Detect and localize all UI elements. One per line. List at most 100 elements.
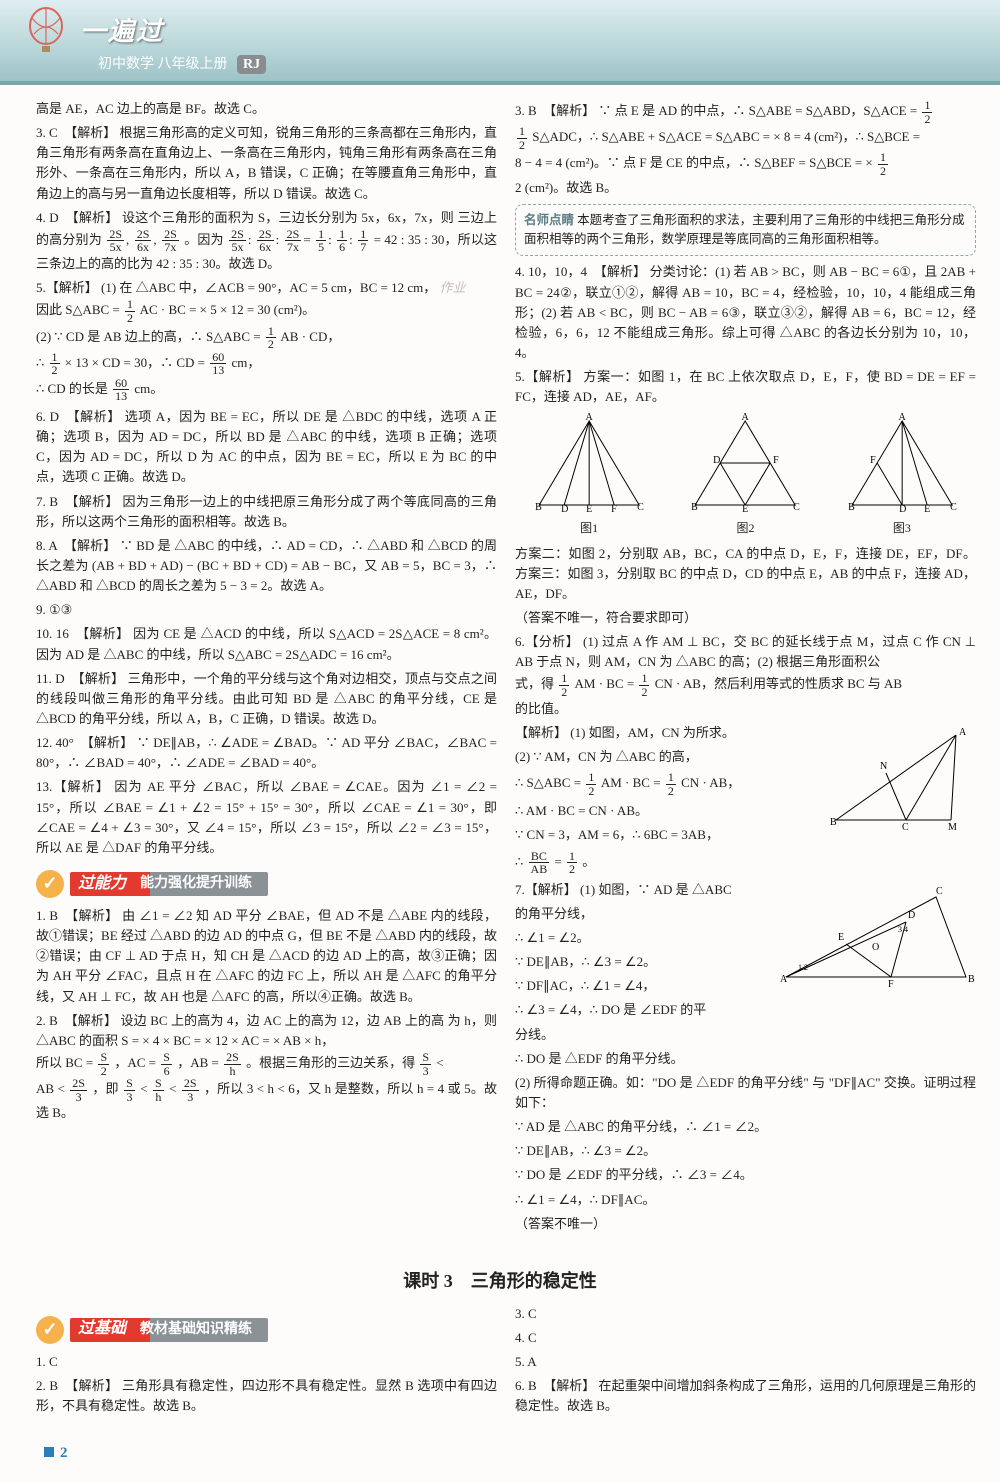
svg-text:C: C xyxy=(902,822,909,833)
fig3: AFBDEC 图3 xyxy=(828,413,976,537)
frac: Sh xyxy=(153,1077,164,1103)
frac: 12 xyxy=(125,298,135,324)
frac: 12 xyxy=(878,151,888,177)
basic-banner: ✓ 过基础 教材基础知识精练 xyxy=(36,1316,497,1344)
t: 。 xyxy=(582,854,595,869)
sol-11d: 11. D 【解析】 三角形中，一个角的平分线与这个角对边相交，顶点与交点之间的… xyxy=(36,669,497,729)
watermark: 作业 xyxy=(439,280,465,295)
svg-text:1 2: 1 2 xyxy=(798,963,808,972)
r7m: ∴ ∠1 = ∠4，∴ DF∥AC。 xyxy=(515,1190,976,1210)
frac: 17 xyxy=(358,228,368,254)
svg-text:E: E xyxy=(924,504,930,513)
frac: 12 xyxy=(567,850,577,876)
right-column: 3. B 【解析】 ∵ 点 E 是 AD 的中点，∴ S△ABE = S△ABD… xyxy=(515,99,976,1238)
frac: 15 xyxy=(316,228,326,254)
t: ∴ S△ABC = xyxy=(515,775,581,790)
frac: 2Sh xyxy=(224,1051,241,1077)
left-col-2: ✓ 过基础 教材基础知识精练 1. C 2. B 【解析】 三角形具有稳定性，四… xyxy=(36,1304,497,1421)
t: CN · AB， xyxy=(681,775,740,790)
cap: 图2 xyxy=(671,519,819,538)
rb5: 5. A xyxy=(515,1352,976,1372)
svg-text:F: F xyxy=(888,979,894,990)
svg-text:F: F xyxy=(611,504,617,513)
subtitle-text: 初中数学 八年级上册 xyxy=(98,57,228,72)
sol-5: 5.【解析】 (1) 在 △ABC 中，∠ACB = 90°，AC = 5 cm… xyxy=(36,278,497,403)
t: 因此 S△ABC = xyxy=(36,302,120,317)
t: cm。 xyxy=(134,381,163,396)
r7i: (2) 所得命题正确。如："DO 是 △EDF 的角平分线" 与 "DF∥AC"… xyxy=(515,1073,976,1113)
sol-10: 10. 16 【解析】 因为 CE 是 △ACD 的中线，所以 S△ACD = … xyxy=(36,624,497,664)
right-col-2: 3. C 4. C 5. A 6. B 【解析】 在起重架中间增加斜条构成了三角… xyxy=(515,1304,976,1421)
t: AB < xyxy=(36,1081,65,1096)
frac: S3 xyxy=(420,1051,431,1077)
svg-text:E: E xyxy=(838,932,844,943)
t: 式，得 xyxy=(515,677,554,692)
t: ∴ CD 的长是 xyxy=(36,381,108,396)
t: = xyxy=(554,854,561,869)
fig1: ABDEFC 图1 xyxy=(515,413,663,537)
r7j: ∵ AD 是 △ABC 的角平分线，∴ ∠1 = ∠2。 xyxy=(515,1117,976,1137)
lead: 过能力 xyxy=(78,872,140,897)
page-body-2: ✓ 过基础 教材基础知识精练 1. C 2. B 【解析】 三角形具有稳定性，四… xyxy=(0,1304,1000,1439)
t: ，所以 3 < h < 6，又 h 是整数，所以 h = 4 或 xyxy=(204,1081,461,1096)
svg-text:A: A xyxy=(780,974,788,985)
sol-12: 12. 40° 【解析】 ∵ DE∥AB，∴ ∠ADE = ∠BAD。∵ AD … xyxy=(36,733,497,773)
frac: 12 xyxy=(666,771,676,797)
frac: 2S5x xyxy=(229,228,246,254)
note-box: 名师点睛 本题考查了三角形面积的求法，主要利用了三角形的中线把三角形分成面积相等… xyxy=(515,204,976,257)
sub: 能力强化提升训练 xyxy=(140,873,252,895)
check-icon: ✓ xyxy=(36,870,64,898)
r7k: ∵ DE∥AB，∴ ∠3 = ∠2。 xyxy=(515,1141,976,1161)
svg-text:A: A xyxy=(898,413,906,423)
t: 3. B 【解析】 ∵ 点 E 是 AD 的中点，∴ S△ABE = S△ABD… xyxy=(515,103,917,118)
svg-text:C: C xyxy=(950,502,957,513)
r3b: 3. B 【解析】 ∵ 点 E 是 AD 的中点，∴ S△ABE = S△ABD… xyxy=(515,99,976,198)
t: ，AB = xyxy=(177,1055,219,1070)
fig2: ADFBEC 图2 xyxy=(671,413,819,537)
r7h: ∴ DO 是 △EDF 的角平分线。 xyxy=(515,1049,976,1069)
svg-text:C: C xyxy=(936,886,943,897)
svg-text:B: B xyxy=(830,817,837,828)
r5b: 方案二：如图 2，分别取 AB，BC，CA 的中点 D，E，F，连接 DE，EF… xyxy=(515,544,976,604)
frac: S3 xyxy=(124,1077,135,1103)
frac: 12 xyxy=(639,672,649,698)
sol-8a: 8. A 【解析】 ∵ BD 是 △ABC 的中线，∴ AD = CD，∴ △A… xyxy=(36,536,497,596)
sol-3c: 3. C 【解析】 根据三角形高的定义可知，锐角三角形的三条高都在三角形内，直角… xyxy=(36,123,497,204)
page-marker-icon xyxy=(44,1447,54,1457)
subtitle: 初中数学 八年级上册 RJ xyxy=(60,54,1000,76)
frac: 2S7x xyxy=(162,228,179,254)
r6a: 6.【分析】 (1) 过点 A 作 AM ⊥ BC，交 BC 的延长线于点 M，… xyxy=(515,632,976,719)
svg-text:C: C xyxy=(637,502,644,513)
t: AC · BC = × 5 × 12 = 30 (cm²)。 xyxy=(140,302,316,317)
svg-text:B: B xyxy=(535,502,542,513)
cap: 图3 xyxy=(828,519,976,538)
page-number: 2 xyxy=(0,1438,1000,1481)
frac: 12 xyxy=(50,351,60,377)
t: AM · BC = xyxy=(601,775,661,790)
page-body: 高是 AE，AC 边上的高是 BF。故选 C。 3. C 【解析】 根据三角形高… xyxy=(0,85,1000,1256)
frac: 6013 xyxy=(210,351,226,377)
r7n: （答案不唯一） xyxy=(515,1214,976,1234)
t: ，AC = xyxy=(114,1055,156,1070)
frac: 2S6x xyxy=(257,228,274,254)
frac: 2S7x xyxy=(285,228,302,254)
frac: 16 xyxy=(337,228,347,254)
t: 4. D 【解析】 设这个三角形的面积为 S，三边长分别为 5x，6x，7x，则 xyxy=(36,210,454,225)
t: ，即 xyxy=(92,1081,118,1096)
r6g: ∴ BCAB = 12 。 xyxy=(515,850,976,876)
page-header: 一遍过 初中数学 八年级上册 RJ xyxy=(0,0,1000,85)
sol-13: 13.【解析】 因为 AE 平分 ∠BAC，所以 ∠BAE = ∠CAE。因为 … xyxy=(36,777,497,858)
svg-text:D: D xyxy=(713,455,720,466)
svg-text:B: B xyxy=(848,502,855,513)
fig-r6: ANBCM xyxy=(816,725,976,841)
svg-text:D: D xyxy=(561,504,568,513)
t: AB · CD， xyxy=(280,329,340,344)
r7l: ∵ DO 是 ∠EDF 的平分线，∴ ∠3 = ∠4。 xyxy=(515,1165,976,1185)
banner: 过基础 教材基础知识精练 xyxy=(70,1318,268,1342)
t: < xyxy=(140,1081,147,1096)
svg-text:D: D xyxy=(908,910,915,921)
t: ∴ xyxy=(515,854,523,869)
r5c: （答案不唯一，符合要求即可） xyxy=(515,608,976,628)
svg-text:F: F xyxy=(773,455,779,466)
frac: 2S6x xyxy=(135,228,152,254)
